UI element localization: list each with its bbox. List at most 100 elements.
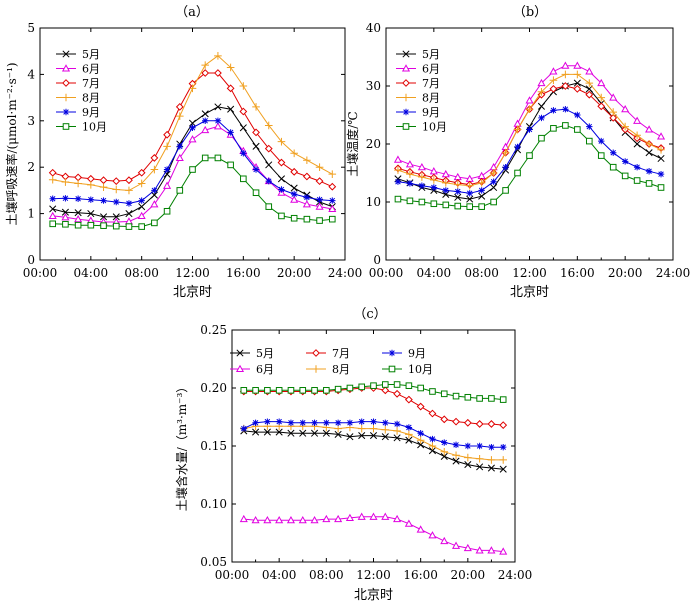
- legend-item: 7月: [56, 77, 100, 90]
- data-point: [454, 188, 461, 195]
- data-point: [125, 186, 133, 195]
- data-point: [74, 179, 82, 188]
- data-point: [418, 182, 426, 189]
- data-point: [657, 146, 665, 154]
- data-point: [656, 132, 666, 140]
- data-point: [598, 137, 605, 145]
- data-point: [463, 543, 472, 552]
- data-point: [163, 166, 171, 173]
- x-tick-label: 16:00: [560, 266, 595, 280]
- data-point: [418, 198, 426, 206]
- y-tick-label: 0.15: [200, 439, 227, 453]
- x-tick-label: 04:00: [417, 266, 452, 280]
- data-point: [464, 393, 472, 401]
- data-point: [264, 121, 273, 130]
- data-point: [202, 117, 209, 124]
- data-point: [440, 415, 449, 424]
- data-point: [416, 436, 425, 444]
- data-point: [346, 433, 354, 441]
- data-point: [393, 427, 401, 435]
- legend-marker: [402, 108, 410, 116]
- data-point: [394, 178, 402, 185]
- legend-label: 8月: [332, 363, 350, 376]
- x-tick-label: 00:00: [369, 266, 404, 280]
- data-point: [287, 429, 295, 437]
- data-point: [163, 142, 171, 151]
- data-point: [277, 175, 286, 183]
- legend-item: 6月: [56, 63, 100, 76]
- data-point: [633, 177, 641, 184]
- data-point: [526, 126, 533, 133]
- data-point: [329, 197, 336, 204]
- panel-label: （b）: [513, 5, 547, 20]
- data-point: [537, 78, 546, 87]
- series-1: [240, 427, 507, 473]
- data-point: [316, 196, 323, 203]
- data-point: [175, 102, 184, 111]
- series-4: [394, 70, 665, 190]
- data-point: [48, 175, 57, 184]
- data-point: [74, 209, 82, 217]
- data-point: [49, 205, 57, 213]
- y-tick-label: 0: [373, 253, 381, 267]
- data-point: [302, 172, 311, 181]
- data-point: [49, 195, 56, 202]
- data-point: [264, 144, 273, 153]
- data-point: [393, 381, 401, 388]
- data-point: [405, 424, 413, 431]
- data-point: [176, 187, 184, 194]
- panel-label: （c）: [353, 307, 386, 322]
- data-point: [299, 387, 307, 394]
- data-point: [621, 122, 629, 131]
- data-point: [475, 546, 484, 554]
- data-point: [275, 418, 283, 425]
- legend-item: 10月: [382, 363, 433, 376]
- data-point: [334, 430, 342, 438]
- y-tick-label: 10: [366, 195, 381, 209]
- chart-panel-3: （c） 00:00 04:00 08:00 12:00 16:00 20:00 24:00 0.…: [174, 307, 532, 603]
- data-point: [175, 153, 184, 161]
- data-point: [645, 140, 653, 148]
- legend-label: 6月: [256, 363, 274, 376]
- data-point: [357, 512, 366, 520]
- data-point: [621, 158, 629, 165]
- y-tick-label: 0.20: [200, 381, 227, 395]
- data-point: [466, 203, 474, 210]
- data-point: [369, 512, 378, 520]
- data-point: [201, 154, 209, 162]
- data-point: [404, 519, 413, 527]
- data-point: [265, 177, 272, 185]
- legend-label: 5月: [256, 347, 274, 360]
- series-6: [394, 122, 665, 210]
- data-point: [526, 152, 533, 159]
- data-point: [499, 421, 508, 430]
- data-point: [393, 514, 402, 523]
- data-point: [239, 107, 248, 116]
- legend-item: 10月: [56, 121, 107, 134]
- data-point: [537, 88, 546, 96]
- legend-marker: [62, 93, 70, 102]
- data-point: [490, 178, 497, 185]
- data-point: [487, 464, 495, 472]
- data-point: [597, 102, 606, 111]
- data-point: [442, 201, 450, 209]
- x-tick-label: 20:00: [277, 266, 312, 280]
- data-point: [328, 215, 336, 223]
- data-point: [138, 203, 146, 211]
- x-tick-label: 16:00: [226, 266, 261, 280]
- data-point: [562, 106, 569, 113]
- data-point: [501, 148, 510, 157]
- data-point: [316, 217, 323, 224]
- data-point: [428, 531, 437, 539]
- data-point: [252, 189, 260, 197]
- data-point: [381, 512, 390, 520]
- data-point: [597, 93, 606, 102]
- data-point: [286, 516, 296, 524]
- data-point: [290, 149, 298, 158]
- data-point: [442, 187, 449, 194]
- data-point: [586, 123, 593, 130]
- data-point: [487, 546, 496, 554]
- data-point: [597, 78, 606, 87]
- data-point: [487, 420, 496, 428]
- legend-marker: [312, 365, 320, 373]
